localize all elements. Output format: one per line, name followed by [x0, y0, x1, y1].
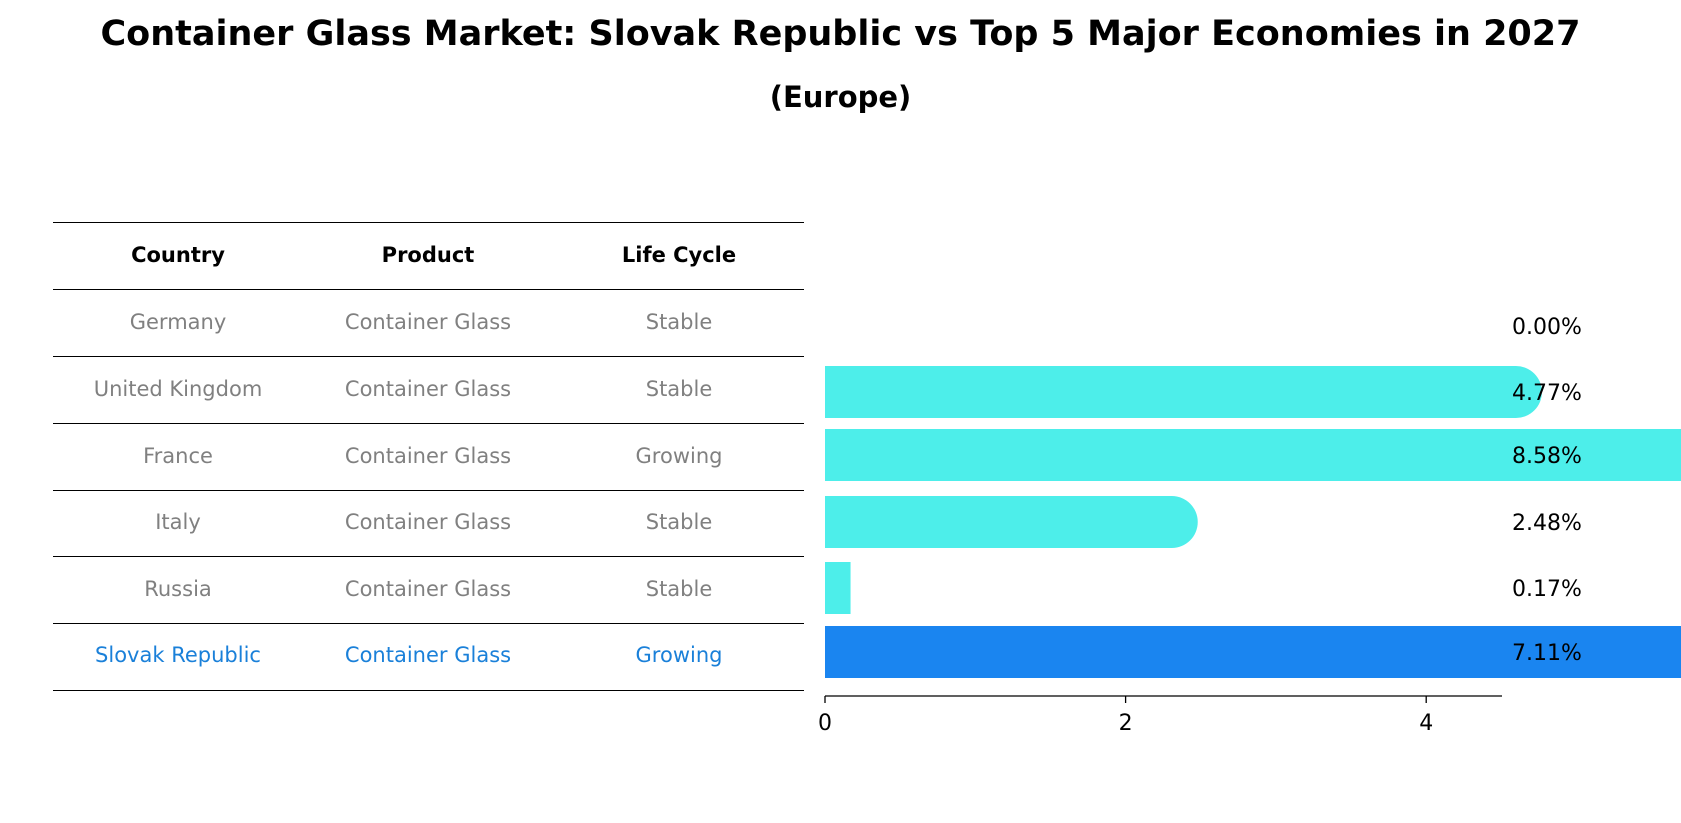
row-rule — [53, 556, 804, 557]
x-tick-label: 4 — [1419, 711, 1433, 736]
table-top-rule — [53, 222, 804, 223]
bar-value-label: 7.11% — [1512, 641, 1582, 666]
cell-country: United Kingdom — [93, 377, 263, 401]
row-rule — [53, 423, 804, 424]
cell-product: Container Glass — [344, 310, 512, 334]
cell-country: Russia — [144, 577, 212, 601]
cell-product: Container Glass — [344, 444, 512, 468]
bar — [825, 562, 851, 614]
x-tick-label: 0 — [818, 711, 832, 736]
table-header-rule — [53, 289, 804, 290]
bar-value-label: 2.48% — [1512, 511, 1582, 536]
chart-subtitle: (Europe) — [769, 80, 912, 114]
bar-highlight — [825, 626, 1681, 678]
cell-life-cycle: Stable — [645, 310, 713, 334]
cell-life-cycle-highlight: Growing — [635, 643, 723, 667]
table-bottom-rule — [53, 690, 804, 691]
row-rule — [53, 623, 804, 624]
cell-country: Italy — [155, 510, 201, 534]
header-country: Country — [131, 243, 225, 267]
cell-life-cycle: Stable — [645, 577, 713, 601]
bar — [825, 366, 1542, 418]
cell-life-cycle: Stable — [645, 377, 713, 401]
bar-value-label: 0.17% — [1512, 577, 1582, 602]
bar — [825, 429, 1681, 481]
row-rule — [53, 356, 804, 357]
cell-country: Germany — [129, 310, 227, 334]
cell-country-highlight: Slovak Republic — [95, 643, 261, 667]
cell-life-cycle: Growing — [635, 444, 723, 468]
cell-product: Container Glass — [344, 377, 512, 401]
header-product: Product — [381, 243, 475, 267]
chart-title: Container Glass Market: Slovak Republic … — [100, 14, 1581, 54]
bar-value-label: 0.00% — [1512, 315, 1582, 340]
cell-product: Container Glass — [344, 510, 512, 534]
row-rule — [53, 490, 804, 491]
header-life-cycle: Life Cycle — [621, 243, 737, 267]
bar — [825, 496, 1198, 548]
bar-value-label: 4.77% — [1512, 381, 1582, 406]
cell-country: France — [143, 444, 213, 468]
bar-value-label: 8.58% — [1512, 444, 1582, 469]
cell-life-cycle: Stable — [645, 510, 713, 534]
cell-product: Container Glass — [344, 577, 512, 601]
x-tick-label: 2 — [1119, 711, 1133, 736]
cell-product-highlight: Container Glass — [344, 643, 512, 667]
